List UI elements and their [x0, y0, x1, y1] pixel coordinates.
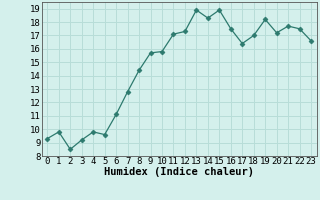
X-axis label: Humidex (Indice chaleur): Humidex (Indice chaleur) — [104, 167, 254, 177]
